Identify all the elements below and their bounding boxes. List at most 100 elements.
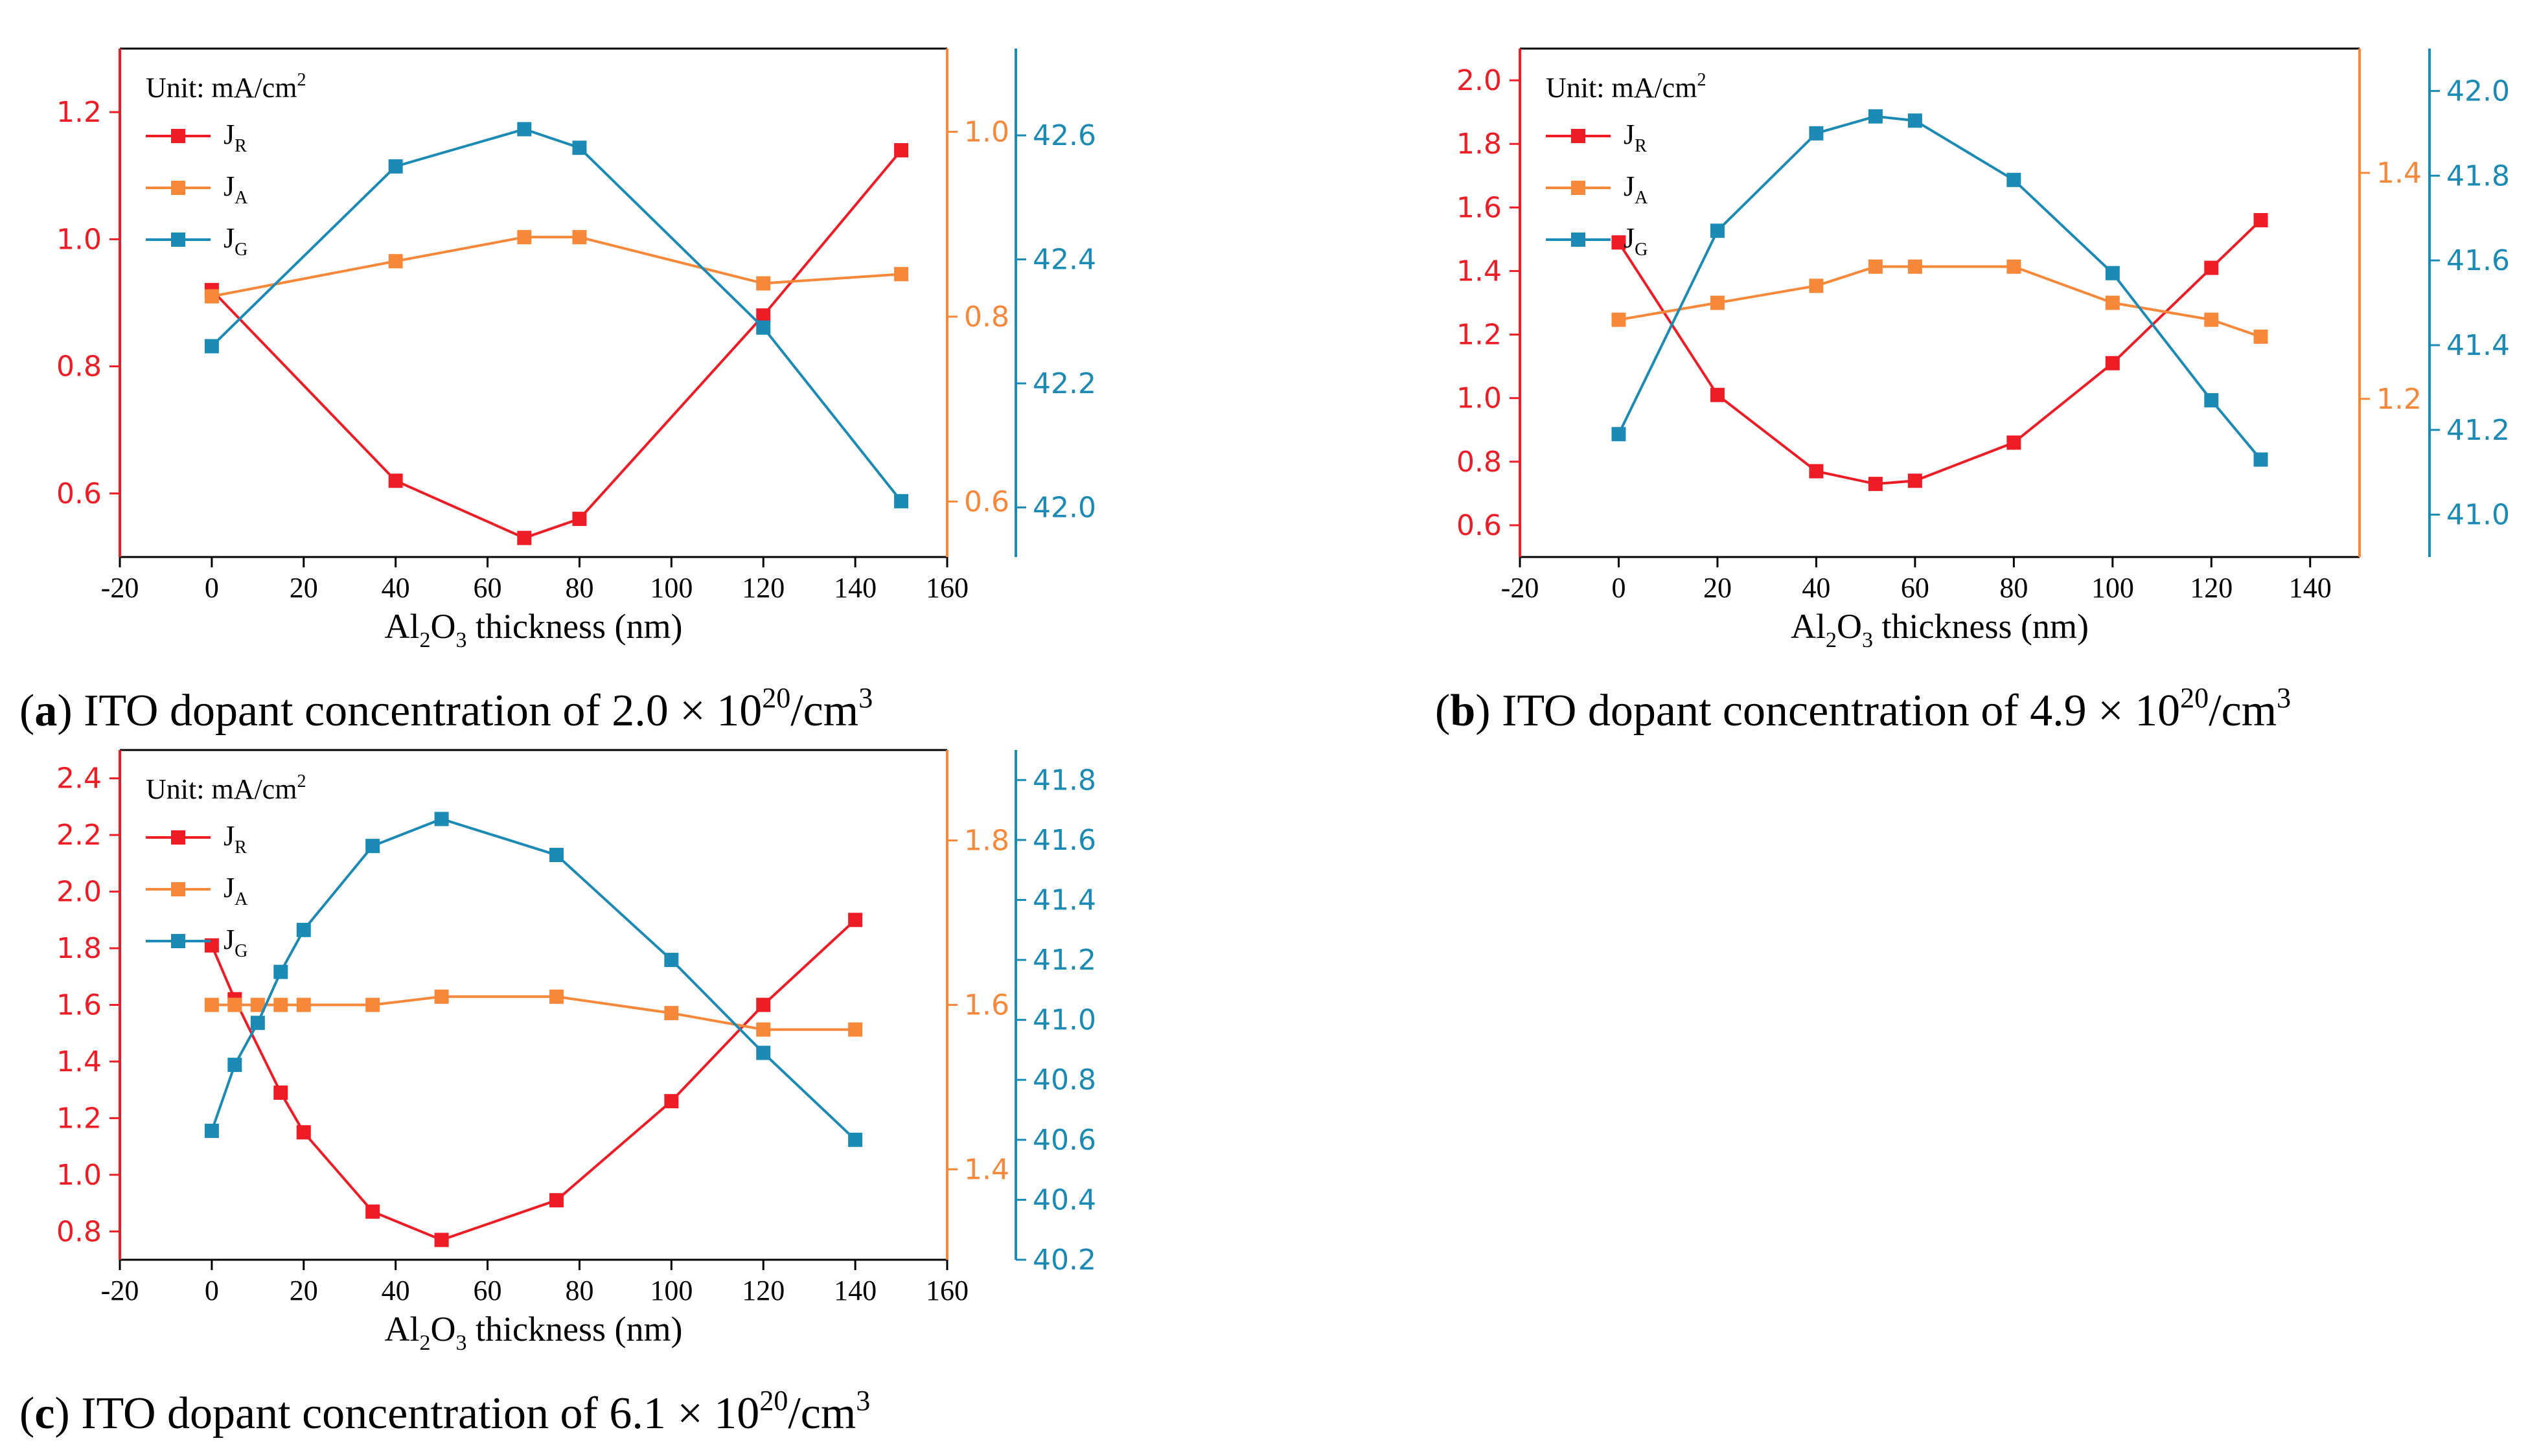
outer-right-y-tick-label-jg: 41.6 (1033, 824, 1096, 857)
data-point-ja (227, 997, 242, 1012)
x-tick-label: 40 (382, 1275, 410, 1306)
left-y-tick-label: 1.8 (56, 932, 102, 965)
left-y-tick-label: 2.0 (1456, 64, 1502, 97)
data-point-ja (296, 997, 311, 1012)
left-y-tick-label: 1.6 (56, 989, 102, 1022)
left-y-tick-label: 1.0 (56, 1159, 102, 1192)
panel-caption: (c) ITO dopant concentration of 6.1 × 10… (19, 1385, 870, 1439)
data-point-ja (434, 989, 449, 1004)
outer-right-y-tick-label-jg: 41.2 (1033, 944, 1096, 977)
x-tick-label: 40 (382, 572, 410, 604)
legend-label-jr: JR (224, 119, 247, 156)
legend-label-ja: JA (1624, 170, 1648, 208)
legend-marker-ja (171, 181, 185, 195)
data-point-jr (2253, 212, 2268, 227)
data-point-ja (664, 1006, 679, 1021)
x-axis-label: Al2O3 thickness (nm) (385, 607, 683, 652)
data-point-jr (848, 913, 863, 927)
data-point-jg (365, 839, 380, 854)
data-point-jr (1868, 477, 1883, 492)
outer-right-y-tick-label-jg: 42.2 (1033, 367, 1096, 400)
x-tick-label: 100 (650, 572, 693, 604)
legend-title: Unit: mA/cm2 (1546, 70, 1706, 104)
data-point-jr (388, 473, 403, 488)
outer-right-y-tick-label-jg: 41.8 (1033, 764, 1096, 797)
data-point-ja (2105, 295, 2120, 310)
data-point-jg (664, 953, 679, 968)
data-point-jg (572, 141, 587, 155)
data-point-ja (549, 989, 564, 1004)
legend-title: Unit: mA/cm2 (146, 771, 306, 805)
data-point-jg (273, 964, 288, 979)
x-tick-label: 100 (650, 1275, 693, 1306)
outer-right-y-tick-label-jg: 42.0 (2446, 74, 2510, 108)
legend-label-jr: JR (1624, 119, 1647, 156)
outer-right-y-tick-label-jg: 40.2 (1033, 1244, 1096, 1277)
data-point-jg (204, 1123, 219, 1138)
data-point-ja (572, 230, 587, 245)
data-point-jr (517, 530, 532, 545)
data-point-jg (204, 339, 219, 354)
legend-label-jg: JG (224, 222, 247, 260)
data-point-jr (756, 308, 771, 323)
series-line-jr (211, 918, 856, 1242)
data-point-ja (756, 1022, 771, 1037)
data-point-jr (2105, 356, 2120, 370)
data-point-ja (894, 267, 909, 282)
data-point-jg (517, 122, 532, 137)
outer-right-y-tick-label-jg: 40.6 (1033, 1124, 1096, 1157)
right-y-tick-label-ja: 0.8 (964, 301, 1009, 334)
data-point-jg (2006, 172, 2021, 187)
data-point-jg (250, 1016, 265, 1030)
x-tick-label: 80 (1999, 572, 2028, 604)
left-y-tick-label: 0.8 (56, 1215, 102, 1248)
data-point-jg (756, 320, 771, 335)
outer-right-y-tick-label-jg: 41.6 (2446, 244, 2510, 277)
data-point-jg (1907, 113, 1922, 128)
legend-marker-ja (171, 882, 185, 896)
legend-marker-jr (171, 129, 185, 143)
left-y-tick-label: 1.4 (1456, 255, 1502, 288)
series-line-jg (211, 817, 856, 1141)
legend-marker-jg (1571, 233, 1585, 247)
legend-marker-jg (171, 233, 185, 247)
data-point-jg (2253, 452, 2268, 467)
data-point-jg (756, 1045, 771, 1060)
data-point-ja (388, 254, 403, 269)
legend-marker-jr (171, 830, 185, 845)
data-point-jg (434, 812, 449, 826)
outer-right-y-tick-label-jg: 40.8 (1033, 1064, 1096, 1097)
data-point-ja (1611, 312, 1626, 327)
data-point-jg (1611, 427, 1626, 442)
x-tick-label: 0 (205, 572, 219, 604)
x-tick-label: 20 (1703, 572, 1732, 604)
data-point-jg (549, 848, 564, 863)
data-point-jg (2204, 392, 2219, 407)
data-point-ja (756, 276, 771, 291)
x-tick-label: 40 (1802, 572, 1830, 604)
left-y-tick-label: 1.4 (56, 1045, 102, 1078)
chart-panel-c: -20 0 20 40 60 80 100 120 140 160 Al2O3 thickness … (19, 749, 1096, 1439)
x-tick-label: 60 (1901, 572, 1929, 604)
data-point-jr (1710, 387, 1725, 402)
x-axis-label: Al2O3 thickness (nm) (385, 1310, 683, 1355)
left-y-tick-label: 1.2 (56, 96, 102, 129)
data-point-ja (1710, 295, 1725, 310)
data-point-ja (1809, 279, 1824, 293)
data-point-jr (1611, 235, 1626, 250)
chart-panel-b: -20 0 20 40 60 80 100 120 140 Al2O3 thickness (nm… (1435, 47, 2510, 736)
data-point-jr (273, 1086, 288, 1100)
left-y-tick-label: 2.0 (56, 876, 102, 909)
outer-right-y-tick-label-jg: 41.2 (2446, 414, 2510, 447)
chart-panel-a: -20 0 20 40 60 80 100 120 140 160 Al2O3 thickness … (19, 47, 1096, 736)
left-y-tick-label: 0.8 (56, 350, 102, 383)
data-point-jr (2204, 260, 2219, 275)
right-y-tick-label-ja: 1.4 (964, 1153, 1009, 1186)
left-y-tick-label: 0.6 (56, 477, 102, 510)
right-y-tick-label-ja: 1.0 (964, 115, 1009, 148)
data-point-ja (848, 1022, 863, 1037)
data-point-ja (2006, 259, 2021, 274)
legend-marker-ja (1571, 181, 1585, 195)
data-point-ja (2253, 329, 2268, 344)
x-tick-label: 20 (290, 1275, 318, 1306)
